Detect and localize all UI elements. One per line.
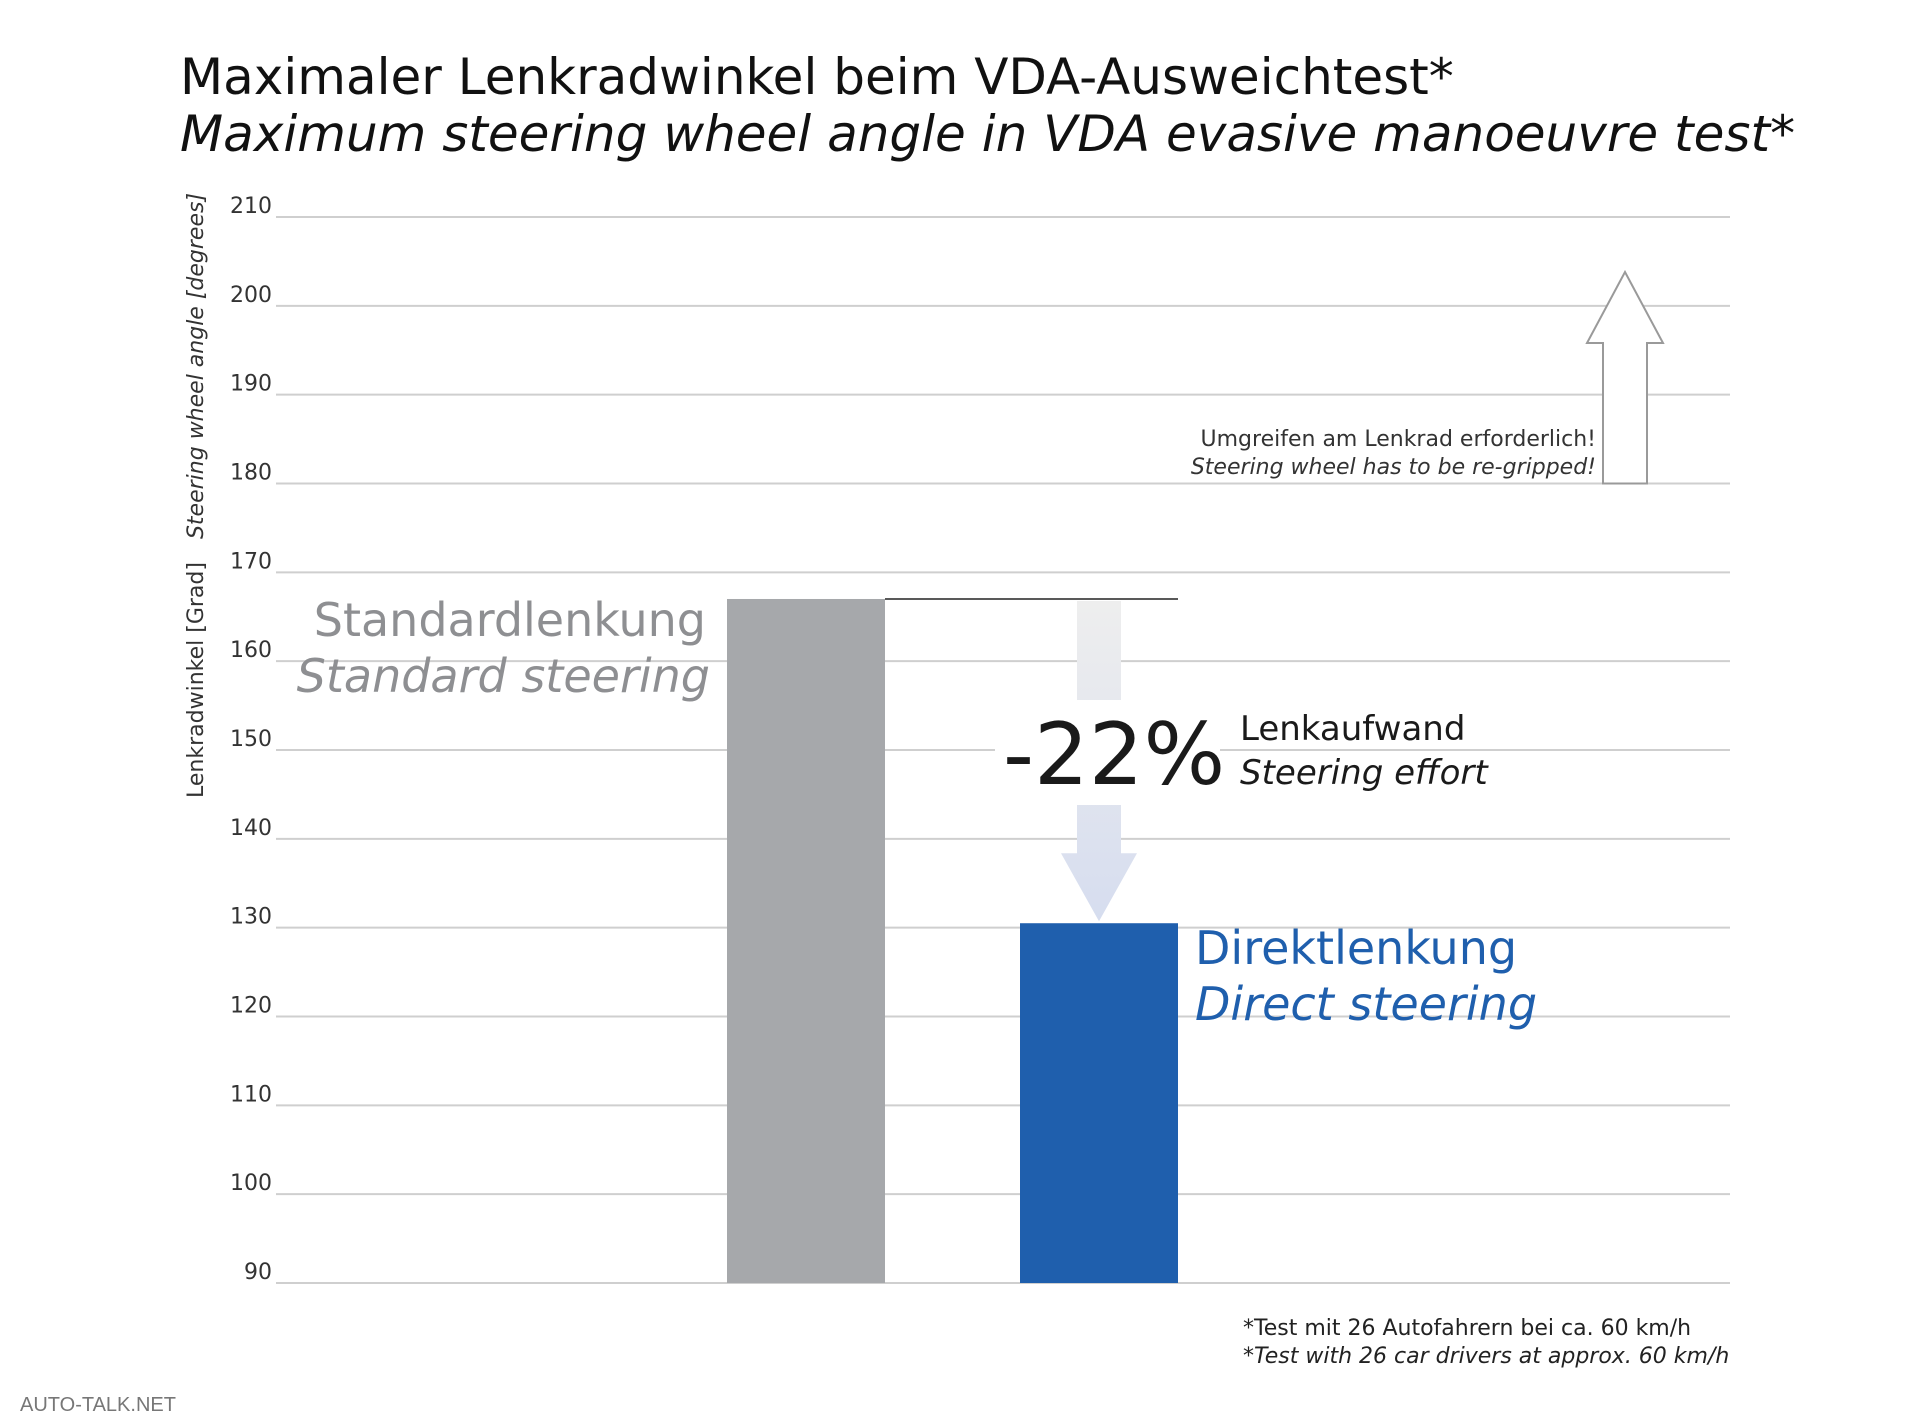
y-tick-label: 200 (230, 283, 272, 308)
y-tick-label: 150 (230, 727, 272, 752)
y-tick-label: 190 (230, 372, 272, 397)
y-tick-label: 180 (230, 461, 272, 486)
standard-label-en: Standard steering (297, 649, 710, 703)
y-tick-label: 160 (230, 638, 272, 663)
footnote-en: *Test with 26 car drivers at approx. 60 … (1243, 1344, 1730, 1369)
direct-label-de: Direktlenkung (1195, 921, 1517, 975)
regrip-label-en: Steering wheel has to be re-gripped! (1191, 455, 1596, 480)
reduction-label-en: Steering effort (1240, 753, 1489, 793)
footnote-de: *Test mit 26 Autofahrern bei ca. 60 km/h (1243, 1316, 1692, 1341)
y-tick-label: 110 (230, 1082, 272, 1107)
y-tick-label: 100 (230, 1171, 272, 1196)
y-tick-label: 170 (230, 549, 272, 574)
y-axis-label-en: Steering wheel angle [degrees] (184, 193, 209, 539)
reduction-label-de: Lenkaufwand (1240, 709, 1465, 749)
reduction-label-bg (995, 700, 1220, 805)
bar-standard-steering (727, 598, 885, 1283)
annotations (885, 269, 1665, 922)
y-tick-label: 90 (244, 1260, 272, 1285)
chart-title-de: Maximaler Lenkradwinkel beim VDA-Ausweic… (180, 48, 1454, 106)
y-axis-ticks: 90 100 110 120 130 140 150 160 170 180 190 200 210 (230, 194, 272, 1285)
bars (727, 598, 1178, 1283)
reduction-percent: -22% (1003, 705, 1225, 805)
regrip-arrow (1585, 269, 1665, 485)
y-tick-label: 210 (230, 194, 272, 219)
y-tick-label: 140 (230, 816, 272, 841)
watermark: AUTO-TALK.NET (20, 1394, 176, 1416)
chart-title-en: Maximum steering wheel angle in VDA evas… (180, 105, 1796, 163)
y-tick-label: 120 (230, 994, 272, 1019)
bar-direct-steering (1020, 923, 1178, 1283)
regrip-label-de: Umgreifen am Lenkrad erforderlich! (1201, 427, 1596, 452)
direct-label-en: Direct steering (1195, 977, 1537, 1031)
standard-label-de: Standardlenkung (314, 593, 706, 647)
y-axis-label-de: Lenkradwinkel [Grad] (184, 562, 209, 798)
y-tick-label: 130 (230, 905, 272, 930)
